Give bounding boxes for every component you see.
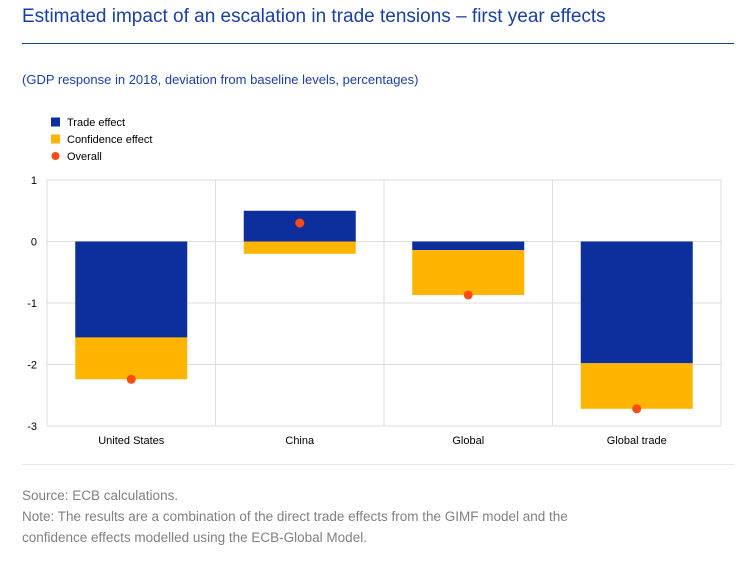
footnotes: Source: ECB calculations. Note: The resu… — [22, 485, 722, 548]
overall-marker — [463, 290, 473, 300]
title-divider — [22, 43, 734, 44]
legend-label-confidence-effect: Confidence effect — [67, 134, 152, 146]
chart-markers — [126, 218, 642, 414]
method-note-line-2: confidence effects modelled using the EC… — [22, 530, 367, 545]
chart-title: Estimated impact of an escalation in tra… — [22, 6, 606, 27]
y-tick-label: 1 — [31, 175, 37, 187]
chart-subtitle: (GDP response in 2018, deviation from ba… — [22, 72, 419, 87]
source-note: Source: ECB calculations. — [22, 488, 179, 503]
y-tick-label: 0 — [31, 237, 37, 249]
bar-trade-effect — [75, 241, 188, 338]
chart-legend: Trade effect Confidence effect Overall — [51, 117, 152, 163]
method-note-line-1: Note: The results are a combination of t… — [22, 509, 568, 524]
legend-swatch-trade-effect — [51, 117, 60, 127]
footnote-divider — [22, 464, 734, 465]
x-tick-label: Global trade — [607, 435, 667, 447]
bar-confidence-effect — [412, 250, 525, 296]
y-tick-label: -3 — [27, 421, 37, 433]
legend-label-trade-effect: Trade effect — [67, 117, 125, 129]
bar-confidence-effect — [75, 337, 188, 380]
bar-trade-effect — [412, 241, 525, 251]
overall-marker — [295, 218, 305, 228]
x-axis: United States China Global Global trade — [98, 435, 666, 447]
y-axis: 1 0 -1 -2 -3 — [27, 175, 37, 433]
x-tick-label: United States — [98, 435, 165, 447]
y-tick-label: -2 — [27, 360, 37, 372]
bar-confidence-effect — [243, 241, 356, 254]
y-tick-label: -1 — [27, 298, 37, 310]
legend-label-overall: Overall — [67, 151, 102, 163]
bar-chart: Trade effect Confidence effect Overall 1 0 -… — [27, 117, 722, 447]
overall-marker — [632, 404, 642, 414]
x-tick-label: Global — [452, 435, 484, 447]
legend-marker-overall — [51, 152, 60, 160]
x-tick-label: China — [285, 435, 315, 447]
bar-trade-effect — [580, 241, 693, 364]
legend-swatch-confidence-effect — [51, 134, 60, 144]
overall-marker — [126, 374, 136, 384]
chart-bars — [75, 210, 693, 409]
bar-confidence-effect — [580, 363, 693, 409]
